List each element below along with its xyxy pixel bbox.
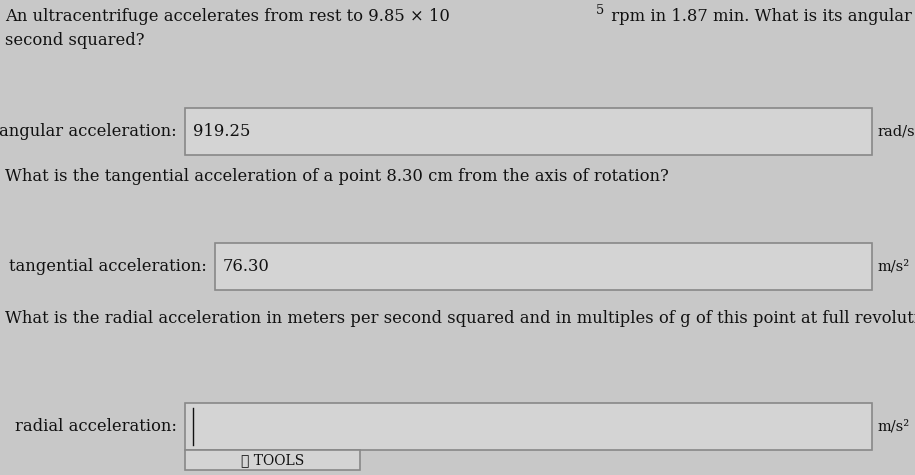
Text: m/s²: m/s² bbox=[877, 419, 910, 434]
FancyBboxPatch shape bbox=[185, 108, 872, 155]
Text: 919.25: 919.25 bbox=[193, 123, 251, 140]
Text: second squared?: second squared? bbox=[5, 32, 145, 49]
Text: rpm in 1.87 min. What is its angular acceleration in radians per: rpm in 1.87 min. What is its angular acc… bbox=[606, 8, 915, 25]
Text: angular acceleration:: angular acceleration: bbox=[0, 123, 177, 140]
Text: 76.30: 76.30 bbox=[223, 258, 270, 275]
Text: m/s²: m/s² bbox=[877, 259, 910, 274]
Text: 5: 5 bbox=[596, 4, 604, 17]
FancyBboxPatch shape bbox=[215, 243, 872, 290]
Text: An ultracentrifuge accelerates from rest to 9.85 × 10: An ultracentrifuge accelerates from rest… bbox=[5, 8, 450, 25]
Text: tangential acceleration:: tangential acceleration: bbox=[9, 258, 207, 275]
Text: What is the tangential acceleration of a point 8.30 cm from the axis of rotation: What is the tangential acceleration of a… bbox=[5, 168, 669, 185]
Text: radial acceleration:: radial acceleration: bbox=[15, 418, 177, 435]
Text: ✔ TOOLS: ✔ TOOLS bbox=[241, 453, 304, 467]
Text: What is the radial acceleration in meters per second squared and in multiples of: What is the radial acceleration in meter… bbox=[5, 310, 915, 327]
FancyBboxPatch shape bbox=[185, 403, 872, 450]
FancyBboxPatch shape bbox=[185, 450, 360, 470]
Text: rad/s²: rad/s² bbox=[877, 124, 915, 139]
